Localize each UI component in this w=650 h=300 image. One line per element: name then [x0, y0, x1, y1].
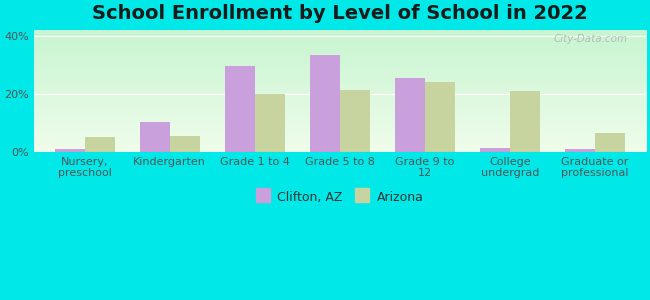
Legend: Clifton, AZ, Arizona: Clifton, AZ, Arizona [251, 186, 428, 209]
Bar [595, 133, 625, 152]
Bar [140, 122, 170, 152]
Bar [225, 67, 255, 152]
Bar [255, 94, 285, 152]
Bar [340, 90, 370, 152]
Bar [310, 55, 340, 152]
Text: City-Data.com: City-Data.com [553, 34, 627, 44]
Bar [565, 149, 595, 152]
Bar [170, 136, 200, 152]
Bar [480, 148, 510, 152]
Bar [510, 91, 540, 152]
Title: School Enrollment by Level of School in 2022: School Enrollment by Level of School in … [92, 4, 588, 23]
Bar [395, 78, 425, 152]
Bar [84, 137, 114, 152]
Bar [55, 149, 84, 152]
Bar [425, 82, 454, 152]
